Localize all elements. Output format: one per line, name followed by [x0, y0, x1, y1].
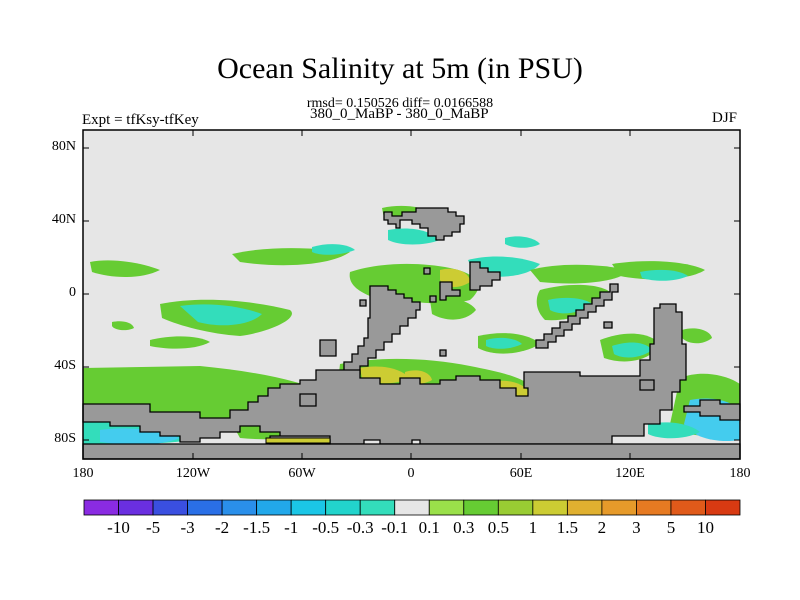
anomaly-patch [505, 236, 540, 248]
colorbar-swatch [636, 499, 672, 516]
coastal-yellow-strip [265, 437, 331, 444]
anomaly-patch [640, 269, 688, 281]
anomaly-patch [90, 260, 160, 277]
colorbar-swatch [325, 499, 361, 516]
anomaly-patch [612, 342, 652, 358]
landmass-africa-west [343, 285, 421, 383]
colorbar-swatch [601, 499, 637, 516]
colorbar-label: -5 [145, 518, 161, 537]
colorbar-swatch [187, 499, 223, 516]
anomaly-patch [430, 298, 476, 320]
x-tick-label: 0 [407, 466, 415, 481]
anomaly-patch [150, 336, 210, 349]
x-tick-label: 60W [288, 466, 316, 481]
landmass-small-island [429, 295, 437, 303]
landmass-small-island [299, 393, 317, 407]
colorbar-label: -2 [215, 518, 230, 537]
colorbar-label: -0.3 [346, 518, 374, 537]
colorbar-swatch [532, 499, 568, 516]
colorbar-label: 10 [696, 518, 714, 537]
map-panel [82, 129, 741, 460]
colorbar-swatch [359, 499, 396, 516]
colorbar-label: -0.1 [381, 518, 409, 537]
colorbar-label: 0.1 [418, 518, 440, 537]
colorbar-swatch [256, 499, 292, 516]
landmass-small-island [639, 379, 655, 391]
y-tick-label: 80S [54, 431, 76, 446]
colorbar-label: 1 [528, 518, 538, 537]
landmass-small-island [423, 267, 431, 275]
colorbar-label: 2 [597, 518, 607, 537]
x-tick-label: 180 [72, 466, 94, 481]
colorbar-label: -10 [107, 518, 130, 537]
season-label: DJF [712, 110, 738, 126]
colorbar-swatch [566, 499, 603, 516]
colorbar-swatch [670, 499, 706, 516]
landmass-eurasia-fragment [469, 261, 501, 291]
x-tick-label: 120E [615, 466, 645, 481]
colorbar-label: 1.5 [556, 518, 578, 537]
colorbar-label: -0.5 [312, 518, 340, 537]
y-tick-label: 40N [51, 212, 76, 227]
anomaly-patch [180, 304, 262, 326]
anomaly-patch [648, 422, 700, 439]
y-tick-label: 80N [51, 139, 76, 154]
colorbar-label: 0.3 [453, 518, 475, 537]
anomaly-patch [388, 228, 440, 245]
colorbar-swatch [83, 499, 119, 516]
landmass-small-island [359, 299, 367, 307]
colorbar-swatch [705, 499, 741, 516]
stats-line: rmsd= 0.150526 diff= 0.0166588 [306, 96, 494, 111]
plot-title: Ocean Salinity at 5m (in PSU) [217, 52, 583, 85]
y-tick-label: 40S [54, 358, 76, 373]
colorbar-swatch [497, 499, 534, 516]
land-masks [82, 207, 741, 460]
colorbar-label: 0.5 [487, 518, 509, 537]
anomaly-patch [312, 244, 355, 255]
colorbar-swatch [221, 499, 258, 516]
landmass-southern-continent [82, 303, 687, 445]
anomaly-patch [530, 264, 630, 284]
x-tick-label: 120W [175, 466, 211, 481]
landmass-small-island [319, 339, 337, 357]
y-tick-label: 0 [69, 285, 76, 300]
colorbar-swatch [463, 499, 499, 516]
colorbar-label: -1 [284, 518, 299, 537]
experiment-label: Expt = tfKsy-tfKey [82, 112, 199, 128]
colorbar-swatch [152, 499, 188, 516]
colorbar [83, 499, 741, 516]
colorbar-swatch [118, 499, 154, 516]
colorbar-label: 5 [666, 518, 676, 537]
anomaly-patch [112, 321, 134, 331]
landmass-small-island [603, 321, 613, 329]
landmass-asia-arc [535, 283, 619, 349]
runs-label: 380_0_MaBP - 380_0_MaBP [310, 106, 489, 122]
colorbar-label: 3 [632, 518, 641, 537]
colorbar-swatch [428, 499, 465, 516]
anomaly-patch [682, 328, 712, 344]
landmass-small-island [439, 349, 447, 357]
axis-ticks [83, 130, 740, 459]
landmass-arabian-fragment [439, 281, 461, 301]
colorbar-swatch [394, 499, 430, 516]
x-tick-label: 180 [729, 466, 751, 481]
colorbar-label: -1.5 [243, 518, 271, 537]
anomaly-patch [486, 337, 522, 349]
colorbar-label: -3 [180, 518, 195, 537]
x-tick-label: 60E [509, 466, 533, 481]
landmass-arctic-island [383, 207, 465, 241]
colorbar-swatch [290, 499, 327, 516]
